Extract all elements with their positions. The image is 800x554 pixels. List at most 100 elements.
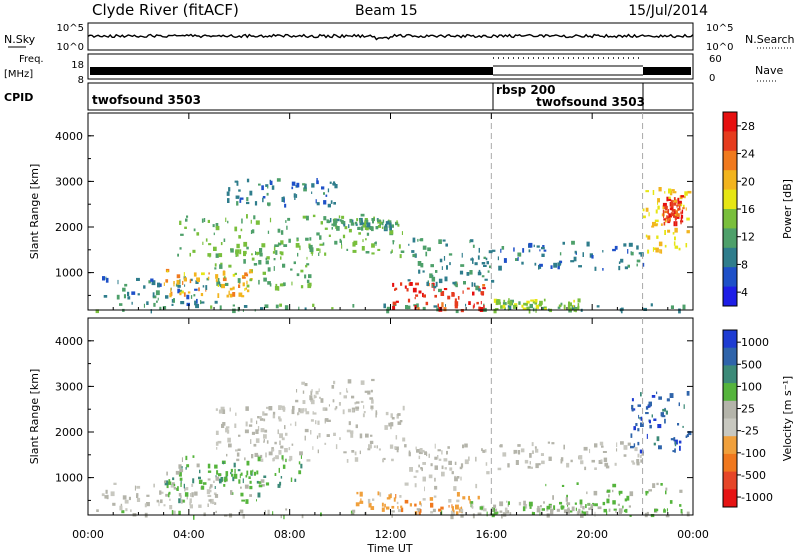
data-cell [415,446,417,450]
data-cell [179,247,182,250]
data-cell [536,245,540,248]
data-cell [416,449,420,453]
scatter-region-5 [226,178,338,208]
data-cell [449,467,453,471]
data-cell [323,192,325,195]
data-cell [569,307,572,312]
data-cell [334,240,338,245]
data-cell [674,227,678,233]
data-cell [365,227,368,230]
station-title: Clyde River (fitACF) [92,1,239,19]
data-cell [131,301,133,305]
data-cell [357,226,361,230]
data-cell [277,429,279,435]
data-cell [617,503,620,506]
data-cell [421,449,425,453]
data-cell [591,459,595,463]
data-cell [246,460,250,466]
data-cell [371,399,374,404]
data-cell [655,209,658,214]
time-axis-label: Time UT [366,542,412,554]
data-cell [606,498,610,504]
time-axis: 00:00 04:00 08:00 12:00 16:00 20:00 00:00 [72,528,709,541]
data-cell [448,460,452,465]
data-cell [121,510,125,514]
data-cell [319,235,322,240]
data-cell [237,469,241,472]
data-cell [332,182,336,186]
data-cell [640,392,642,397]
data-cell [577,305,580,310]
data-cell [364,219,369,225]
data-cell [529,303,533,309]
data-cell [262,271,266,275]
data-cell [660,223,663,226]
data-cell [535,448,539,453]
data-cell [151,280,156,286]
data-cell [493,504,497,508]
data-cell [215,476,220,481]
data-cell [623,509,627,513]
data-cell [451,471,454,475]
data-cell [223,484,226,487]
data-cell [352,249,357,253]
data-cell [277,286,280,291]
data-cell [227,198,230,203]
data-cell [672,232,675,235]
data-cell [395,435,398,440]
data-cell [422,292,424,298]
data-cell [260,428,265,433]
freq-band-1 [90,67,493,75]
data-cell [504,307,506,311]
data-cell [559,260,563,264]
data-cell [636,461,640,466]
data-cell [454,461,457,465]
freq-panel [87,53,694,80]
data-cell [438,306,443,312]
data-cell [193,228,196,232]
data-cell [430,264,434,268]
data-cell [404,482,409,486]
data-cell [269,217,272,223]
data-cell [155,290,160,296]
data-cell [478,288,481,292]
data-cell [275,244,279,247]
data-cell [665,514,670,518]
data-cell [680,220,682,225]
colorbar-label: Power [dB] [781,179,794,239]
data-cell [339,238,342,243]
data-cell [686,511,690,517]
data-cell [332,399,334,403]
data-cell [444,467,447,470]
data-cell [327,203,331,208]
data-cell [218,409,223,414]
scatter-region-9 [491,240,645,271]
data-cell [368,444,372,449]
data-cell [229,287,233,291]
data-cell [338,215,341,219]
data-cell [386,306,390,311]
data-cell [166,270,169,273]
data-cell [451,506,454,511]
data-cell [606,510,608,516]
data-cell [169,498,171,501]
data-cell [290,423,292,426]
data-cell [323,216,327,221]
scatter-region-6 [355,491,480,516]
data-cell [591,504,594,507]
data-cell [124,283,128,287]
data-cell [186,302,190,306]
data-cell [273,258,276,261]
data-cell [483,256,486,259]
data-cell [520,448,525,453]
data-cell [171,303,174,306]
data-cell [377,219,381,222]
data-cell [480,291,485,295]
data-cell [631,460,635,463]
data-cell [223,276,226,279]
colorbar-swatch [723,112,737,132]
freq-tick-bottom: 8 [78,75,84,86]
data-cell [658,241,663,247]
data-cell [238,189,241,192]
